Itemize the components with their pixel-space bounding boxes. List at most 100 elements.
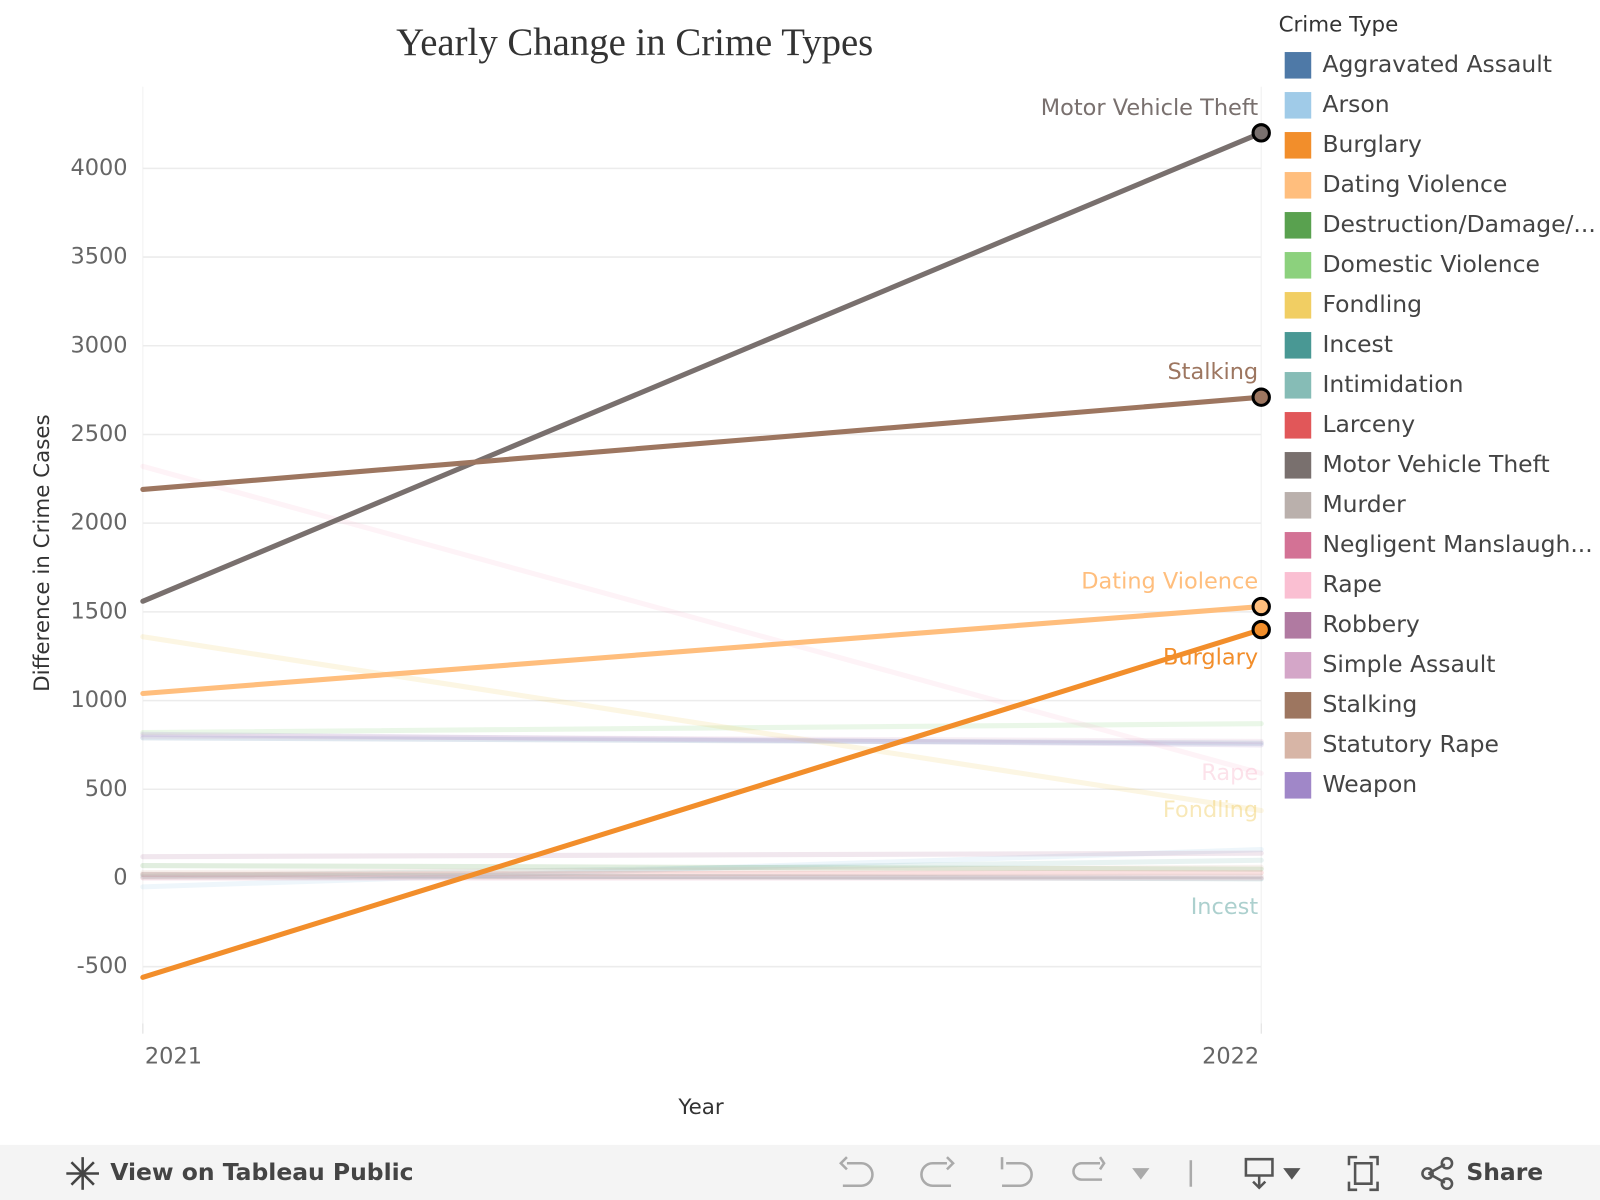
tableau-logo[interactable] — [66, 1157, 99, 1190]
legend-label: Negligent Manslaugh... — [1322, 530, 1592, 558]
undo-button[interactable] — [839, 1156, 874, 1187]
y-tick-label: 3000 — [70, 332, 127, 358]
legend-swatch — [1284, 52, 1312, 79]
plot-area: -500 0 500 1000 1500 2000 2500 3000 3500 4000 2021… — [70, 86, 1271, 1070]
share-button[interactable]: Share — [1466, 1158, 1543, 1186]
series-line — [140, 735, 1264, 746]
legend-swatch — [1284, 572, 1312, 599]
series-line — [140, 863, 1264, 872]
legend-label: Dating Violence — [1322, 170, 1507, 198]
legend-label: Motor Vehicle Theft — [1322, 450, 1549, 478]
series-line — [140, 871, 1264, 882]
y-tick-label: 2000 — [70, 510, 127, 536]
legend-label: Intimidation — [1322, 370, 1463, 398]
legend-swatch — [1284, 652, 1312, 679]
legend-swatch — [1284, 292, 1312, 319]
download-button[interactable] — [1244, 1157, 1274, 1190]
refresh-dropdown[interactable] — [1132, 1168, 1150, 1180]
series-line — [140, 463, 1264, 776]
revert-button[interactable] — [1000, 1157, 1033, 1187]
series-line — [140, 130, 1264, 604]
end-point — [1251, 619, 1271, 640]
end-point — [1251, 596, 1271, 617]
legend-label: Burglary — [1322, 130, 1422, 158]
legend-label: Simple Assault — [1322, 650, 1495, 678]
end-label: Motor Vehicle Theft — [1041, 95, 1259, 121]
series-line — [140, 847, 1264, 890]
y-tick-label: 4000 — [70, 155, 127, 181]
legend-label: Domestic Violence — [1322, 250, 1540, 278]
view-on-tableau-link[interactable]: View on Tableau Public — [110, 1158, 413, 1186]
chart-title: Yearly Change in Crime Types — [396, 21, 873, 64]
series-line — [140, 394, 1264, 493]
end-label: Incest — [1191, 894, 1259, 920]
series-line — [140, 873, 1264, 880]
legend-label: Larceny — [1322, 410, 1415, 438]
legend-swatch — [1284, 92, 1312, 119]
end-point — [1251, 387, 1271, 407]
legend-swatch — [1284, 172, 1312, 199]
legend-swatch — [1284, 452, 1312, 479]
legend-label: Statutory Rape — [1322, 730, 1499, 758]
download-dropdown[interactable] — [1283, 1168, 1301, 1180]
legend-label: Weapon — [1322, 770, 1417, 798]
toolbar: View on Tableau Public Share — [0, 1144, 1600, 1200]
y-tick-label: 3500 — [70, 244, 127, 270]
y-tick-label: 0 — [113, 864, 127, 890]
refresh-button[interactable] — [1072, 1156, 1106, 1181]
series-line — [140, 721, 1264, 736]
series-line — [140, 604, 1264, 697]
y-tick-label: 1500 — [70, 598, 127, 624]
legend-label: Murder — [1322, 490, 1406, 518]
toolbar-background — [0, 1144, 1600, 1200]
x-tick-label: 2022 — [1202, 1044, 1259, 1070]
toolbar-actions — [1244, 1155, 1454, 1192]
series-line — [140, 850, 1264, 860]
fullscreen-button[interactable] — [1347, 1155, 1379, 1192]
legend-label: Aggravated Assault — [1322, 50, 1551, 78]
legend-swatch — [1284, 772, 1312, 799]
legend-swatch — [1284, 612, 1312, 639]
series-line — [140, 870, 1264, 877]
y-axis-title: Difference in Crime Cases — [30, 414, 55, 692]
legend-label: Robbery — [1322, 610, 1419, 638]
series-line — [140, 864, 1264, 876]
legend-title: Crime Type — [1279, 13, 1399, 38]
legend-swatch — [1284, 252, 1312, 279]
y-tick-label: 1000 — [70, 687, 127, 713]
legend-label: Rape — [1322, 570, 1381, 598]
end-point — [1251, 123, 1271, 143]
legend-swatch — [1284, 532, 1312, 559]
end-label: Rape — [1201, 760, 1258, 786]
x-axis-title: Year — [677, 1095, 724, 1120]
x-tick-label: 2021 — [145, 1044, 202, 1070]
legend-swatch — [1284, 732, 1312, 759]
legend-label: Stalking — [1322, 690, 1417, 718]
legend-swatch — [1284, 412, 1312, 439]
legend: Aggravated Assault Arson Burglary Dating Vi… — [1284, 50, 1596, 799]
end-label: Burglary — [1163, 645, 1258, 671]
legend-swatch — [1284, 332, 1312, 359]
legend-swatch — [1284, 132, 1312, 159]
series-line — [140, 857, 1264, 879]
end-label: Dating Violence — [1081, 569, 1258, 595]
toolbar-icons — [839, 1156, 1193, 1187]
y-tick-label: 2500 — [70, 421, 127, 447]
legend-swatch — [1284, 372, 1312, 399]
legend-swatch — [1284, 212, 1312, 239]
legend-label: Arson — [1322, 90, 1389, 118]
legend-swatch — [1284, 692, 1312, 719]
legend-label: Incest — [1322, 330, 1393, 358]
series-line — [140, 627, 1264, 980]
end-label: Fondling — [1163, 797, 1258, 823]
y-tick-label: 500 — [85, 776, 128, 802]
y-tick-label: -500 — [77, 953, 128, 979]
legend-label: Destruction/Damage/... — [1322, 210, 1595, 238]
legend-swatch — [1284, 492, 1312, 519]
redo-button[interactable] — [920, 1156, 955, 1187]
series-line — [140, 731, 1264, 748]
end-label: Stalking — [1167, 359, 1258, 385]
legend-label: Fondling — [1322, 290, 1422, 318]
series-line — [140, 634, 1264, 814]
